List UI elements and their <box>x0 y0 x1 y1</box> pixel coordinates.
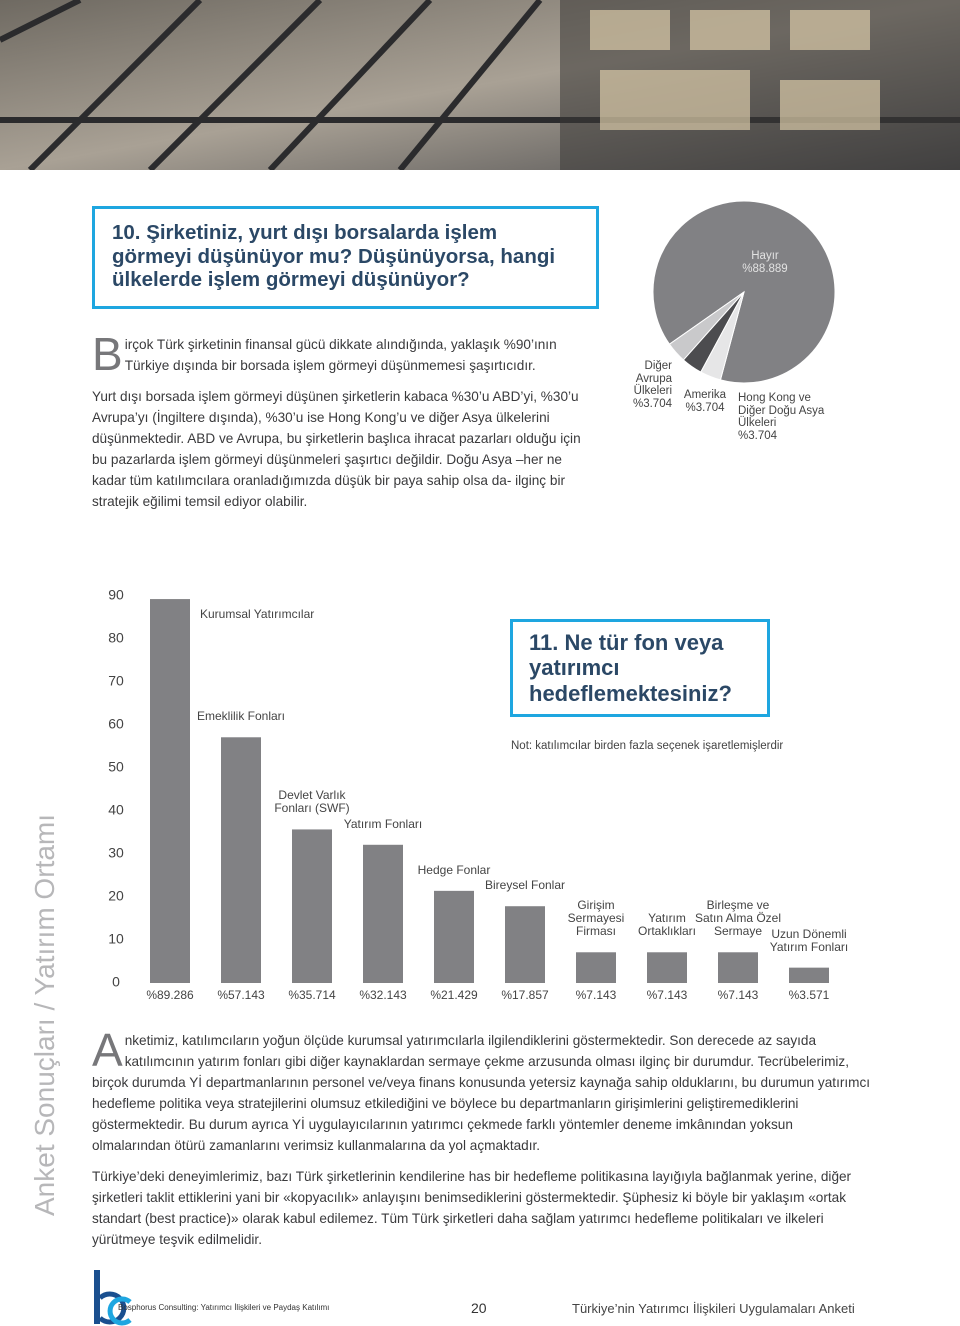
value-label: %7.143 <box>576 988 617 1002</box>
y-tick-label: 50 <box>108 759 124 775</box>
bar <box>363 844 403 983</box>
y-tick-label: 20 <box>108 888 124 904</box>
bar <box>292 829 332 983</box>
slice-value: %88.889 <box>742 262 788 275</box>
category-label: Girişim Sermayesi Firması <box>567 898 625 939</box>
question-title: 10. Şirketiniz, yurt dışı borsalarda işl… <box>112 221 556 292</box>
value-label: %7.143 <box>647 988 688 1002</box>
value-label: %35.714 <box>288 988 336 1002</box>
value-label: %7.143 <box>718 988 759 1002</box>
value-label: %21.429 <box>430 988 478 1002</box>
y-tick-label: 30 <box>108 845 124 861</box>
header-photo <box>0 0 960 170</box>
slice-name: Diğer Avrupa Ülkeleri <box>633 360 672 397</box>
category-label: Emeklilik Fonları <box>196 709 286 724</box>
page-number: 20 <box>471 1300 487 1316</box>
question-box: 10. Şirketiniz, yurt dışı borsalarda işl… <box>92 206 599 309</box>
slice-name: Hong Kong ve Diğer Doğu Asya Ülkeleri <box>738 392 825 429</box>
value-label: %89.286 <box>146 988 194 1002</box>
y-tick-label: 90 <box>108 587 124 603</box>
bar <box>150 599 190 983</box>
paragraph: Birçok Türk şirketinin finansal gücü dik… <box>92 328 557 380</box>
slice-label: Amerika %3.704 <box>675 389 735 414</box>
bar <box>789 967 829 983</box>
bar <box>576 952 616 983</box>
slice-label: Diğer Avrupa Ülkeleri %3.704 <box>612 360 672 410</box>
note: Not: katılımcılar birden fazla seçenek i… <box>511 740 784 752</box>
slice-name: Amerika <box>683 389 727 401</box>
value-label: %3.571 <box>789 988 830 1002</box>
value-label: %57.143 <box>217 988 265 1002</box>
slice-value: %3.704 <box>738 429 778 442</box>
category-label: Kurumsal Yatırımcılar <box>200 607 315 621</box>
text-block: Anketimiz, katılımcıların yoğun ölçüde k… <box>92 1024 872 1260</box>
y-tick-label: 60 <box>108 716 124 732</box>
y-tick-label: 10 <box>108 931 124 947</box>
pie-slice <box>700 291 745 381</box>
bar <box>434 890 474 983</box>
category-label: Hedge Fonlar <box>417 862 491 877</box>
y-tick-label: 80 <box>108 630 124 646</box>
question-box: 11. Ne tür fon veya yatırımcı hedeflemek… <box>510 619 770 717</box>
slice-label: Hong Kong ve Diğer Doğu Asya Ülkeleri %3.… <box>738 392 828 442</box>
category-label: Bireysel Fonlar <box>484 878 566 893</box>
category-label: Devlet Varlık Fonları (SWF) <box>274 788 350 816</box>
category-label: Birleşme ve Satın Alma Özel Sermaye <box>694 898 782 939</box>
bar <box>505 906 545 983</box>
paragraph: Anketimiz, katılımcıların yoğun ölçüde k… <box>92 1024 871 1153</box>
logo <box>94 1270 132 1326</box>
slice-name: Hayır <box>751 250 779 262</box>
y-tick-label: 70 <box>108 673 124 689</box>
slice-value: %3.704 <box>685 401 725 414</box>
value-label: %17.857 <box>501 988 549 1002</box>
y-tick-label: 40 <box>108 802 124 818</box>
value-label: %32.143 <box>359 988 407 1002</box>
category-label: Yatırım Fonları <box>343 816 423 831</box>
bar <box>647 952 687 983</box>
slice-value: %3.704 <box>632 397 672 410</box>
paragraph: Yurt dışı borsada işlem görmeyi düşünen … <box>92 389 581 509</box>
bar <box>718 952 758 983</box>
bar <box>221 737 261 983</box>
y-tick-label: 0 <box>112 974 120 990</box>
footer-company: Bosphorus Consulting: Yatırımcı İlişkile… <box>118 1303 330 1312</box>
category-label: Yatırım Ortaklıkları <box>637 911 696 939</box>
slice-label: Hayır %88.889 <box>700 250 830 275</box>
question-title: 11. Ne tür fon veya yatırımcı hedeflemek… <box>529 630 732 706</box>
footer-title: Türkiye’nin Yatırımcı İlişkileri Uygulam… <box>572 1301 855 1316</box>
category-label: Uzun Dönemli Yatırım Fonları <box>769 926 849 954</box>
text-block: Birçok Türk şirketinin finansal gücü dik… <box>92 328 598 522</box>
paragraph: Türkiye’deki deneyimlerimiz, bazı Türk ş… <box>92 1169 852 1247</box>
